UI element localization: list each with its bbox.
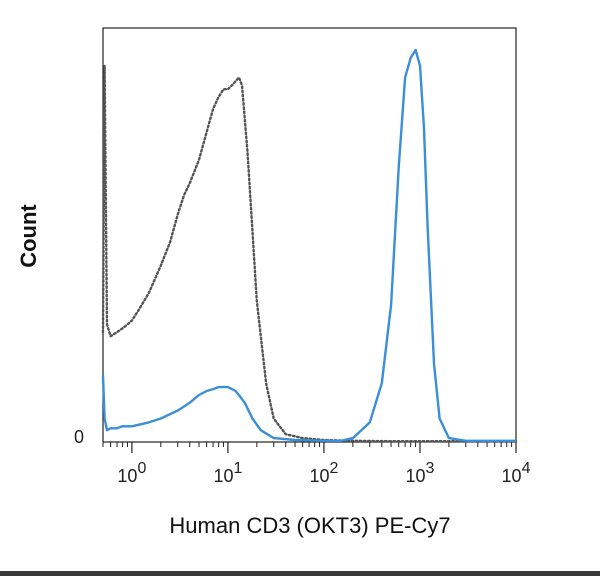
- y-tick-label: 0: [74, 427, 84, 447]
- x-major-ticks: [131, 442, 517, 453]
- series-line-1: [101, 64, 518, 443]
- x-minor-ticks: [102, 442, 513, 447]
- y-tick-labels: 0: [74, 427, 84, 447]
- x-tick-label: 101: [213, 460, 242, 486]
- x-tick-labels: 100 101 102 103 104: [117, 460, 530, 486]
- plot-frame: [102, 27, 517, 443]
- x-tick-label: 104: [502, 460, 531, 486]
- series-line-2: [101, 48, 516, 442]
- bottom-divider: [0, 571, 600, 576]
- series-layer: [101, 48, 518, 443]
- x-tick-label: 103: [406, 460, 435, 486]
- x-axis-label: Human CD3 (OKT3) PE-Cy7: [169, 513, 450, 538]
- y-axis-label: Count: [16, 204, 41, 268]
- x-tick-label: 102: [309, 460, 338, 486]
- x-tick-label: 100: [117, 460, 146, 486]
